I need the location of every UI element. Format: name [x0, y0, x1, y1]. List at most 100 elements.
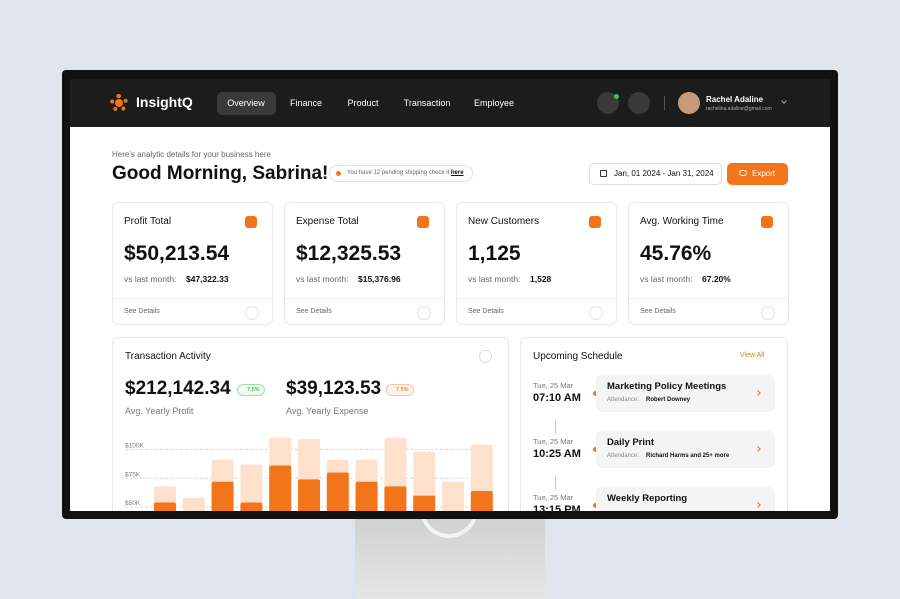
- more-menu-button[interactable]: [479, 350, 492, 363]
- bar: [298, 479, 320, 511]
- expense-value: $39,123.53: [286, 378, 382, 399]
- bar: [240, 464, 263, 511]
- stat-label: Avg. Working Time: [640, 216, 724, 227]
- timeline-dot: [593, 391, 598, 396]
- nav-icon-button[interactable]: [628, 92, 650, 114]
- bar: [355, 481, 378, 511]
- view-all-link[interactable]: View All: [740, 352, 765, 359]
- schedule-item-box[interactable]: [596, 487, 775, 511]
- notice-text: You have 12 pending shipping check it: [347, 170, 450, 176]
- bar: [182, 497, 205, 511]
- bar: [326, 472, 349, 511]
- stat-value: 45.76%: [640, 242, 712, 265]
- stat-compare-value: $47,322.33: [186, 274, 229, 284]
- stat-compare-value: $15,376.96: [358, 274, 401, 284]
- y-tick-label: $50K: [125, 500, 141, 507]
- stat-label: New Customers: [468, 216, 540, 227]
- transaction-chart: $50K $75K $100K: [125, 437, 493, 511]
- details-arrow-button[interactable]: [245, 306, 259, 320]
- bar: [154, 502, 176, 511]
- stat-compare-label: vs last month:: [296, 274, 349, 284]
- bar: [269, 465, 292, 511]
- profit-value: $212,142.34: [125, 378, 231, 399]
- schedule-item-title: Weekly Reporting: [607, 493, 688, 504]
- stat-value: $12,325.53: [296, 242, 402, 265]
- bar: [442, 481, 464, 511]
- stat-label: Profit Total: [124, 216, 172, 227]
- stat-compare-value: 1,528: [530, 274, 552, 284]
- timeline-connector: [555, 476, 556, 490]
- stat-divider: [112, 298, 273, 299]
- schedule-card: [520, 337, 788, 511]
- see-details-link[interactable]: See Details: [640, 308, 676, 315]
- schedule-item-box[interactable]: [596, 431, 775, 468]
- nav-divider: [664, 96, 665, 110]
- user-email: rachelina.adaline@gmail.com: [706, 106, 772, 112]
- schedule-date: Tue, 25 Mar: [533, 381, 574, 390]
- nav-icon-button[interactable]: [597, 92, 619, 114]
- nav-active-pill: [217, 92, 276, 115]
- expense-label: Avg. Yearly Expense: [286, 406, 369, 416]
- details-arrow-button[interactable]: [417, 306, 431, 320]
- stat-compare-label: vs last month:: [124, 274, 177, 284]
- nav-item[interactable]: Finance: [289, 98, 323, 108]
- schedule-date: Tue, 25 Mar: [533, 493, 574, 502]
- nav-item[interactable]: Transaction: [403, 98, 451, 108]
- see-details-link[interactable]: See Details: [468, 308, 504, 315]
- stat-icon: [761, 216, 773, 228]
- timeline-dot: [593, 503, 598, 508]
- bar: [211, 481, 234, 511]
- profit-change-badge: 7.5%: [237, 384, 265, 396]
- notice-link[interactable]: here: [450, 170, 464, 176]
- brand-name: InsightQ: [136, 94, 193, 110]
- schedule-title: Upcoming Schedule: [533, 351, 623, 362]
- profit-label: Avg. Yearly Profit: [125, 406, 194, 416]
- nav-item[interactable]: Overview: [227, 98, 265, 108]
- stat-icon: [245, 216, 257, 228]
- notice-pill: You have 12 pending shipping check it he…: [329, 165, 473, 182]
- timeline-dot: [593, 447, 598, 452]
- stat-divider: [284, 298, 445, 299]
- notification-dot: [614, 94, 619, 99]
- nav-item[interactable]: Product: [347, 98, 379, 108]
- transaction-title: Transaction Activity: [125, 351, 211, 362]
- nav-item[interactable]: Employee: [473, 98, 515, 108]
- schedule-item-box[interactable]: [596, 375, 775, 412]
- stat-divider: [456, 298, 617, 299]
- expense-change-badge: 7.5%: [386, 384, 414, 396]
- see-details-link[interactable]: See Details: [296, 308, 332, 315]
- stat-icon: [589, 216, 601, 228]
- stat-divider: [628, 298, 789, 299]
- schedule-date: Tue, 25 Mar: [533, 437, 574, 446]
- nav-bar: [70, 79, 830, 127]
- attendance-names: Robert Downey: [646, 397, 691, 403]
- schedule-item-title: Marketing Policy Meetings: [607, 381, 727, 392]
- stat-compare-label: vs last month:: [468, 274, 521, 284]
- schedule-time: 13:15 PM: [533, 504, 581, 511]
- see-details-link[interactable]: See Details: [124, 308, 160, 315]
- screen: InsightQ Overview Finance Product Transactio…: [70, 79, 830, 511]
- stat-label: Expense Total: [296, 216, 359, 227]
- calendar-icon: [600, 170, 607, 177]
- attendance-names: Richard Harms and 25+ more: [646, 453, 730, 459]
- greeting-title: Good Morning, Sabrina!: [112, 163, 329, 184]
- timeline-connector: [555, 420, 556, 434]
- bar: [413, 495, 436, 511]
- user-avatar: [678, 92, 700, 114]
- attendance-label: Attendance:: [607, 453, 640, 459]
- date-range-button[interactable]: Jan, 01 2024 - Jan 31, 2024: [589, 163, 722, 185]
- y-tick-label: $75K: [125, 471, 141, 478]
- export-button[interactable]: Export: [727, 163, 788, 185]
- details-arrow-button[interactable]: [589, 306, 603, 320]
- stat-compare-value: 67.20%: [702, 274, 731, 284]
- export-icon: [739, 170, 747, 176]
- schedule-time: 10:25 AM: [533, 448, 581, 460]
- bar: [240, 502, 263, 511]
- attendance-label: Attendance:: [607, 397, 640, 403]
- user-name: Rachel Adaline: [706, 95, 764, 104]
- schedule-time: 07:10 AM: [533, 392, 581, 404]
- details-arrow-button[interactable]: [761, 306, 775, 320]
- notice-icon: [336, 171, 341, 176]
- brand-logo-core: [115, 99, 123, 107]
